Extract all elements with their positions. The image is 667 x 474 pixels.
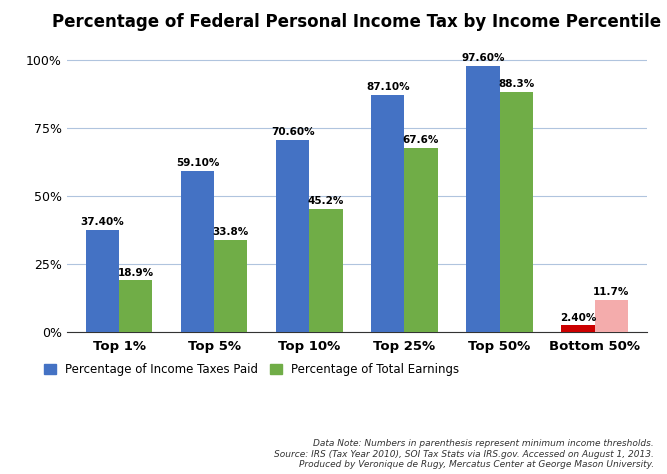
Bar <box>309 209 343 332</box>
Bar <box>181 171 214 332</box>
Bar <box>371 95 404 332</box>
Bar <box>86 230 119 332</box>
Bar <box>562 325 595 332</box>
Text: 70.60%: 70.60% <box>271 127 314 137</box>
Bar <box>214 240 247 332</box>
Bar <box>276 140 309 332</box>
Text: 2.40%: 2.40% <box>560 312 596 322</box>
Text: 11.7%: 11.7% <box>593 287 630 297</box>
Title: Percentage of Federal Personal Income Tax by Income Percentile: Percentage of Federal Personal Income Ta… <box>52 13 662 31</box>
Bar <box>404 148 438 332</box>
Legend: Percentage of Income Taxes Paid, Percentage of Total Earnings: Percentage of Income Taxes Paid, Percent… <box>39 358 464 381</box>
Text: Data Note: Numbers in parenthesis represent minimum income thresholds.
Source: I: Data Note: Numbers in parenthesis repres… <box>273 439 654 469</box>
Text: 88.3%: 88.3% <box>498 79 534 89</box>
Text: 18.9%: 18.9% <box>117 268 153 278</box>
Bar <box>595 300 628 332</box>
Text: 87.10%: 87.10% <box>366 82 410 92</box>
Text: 33.8%: 33.8% <box>213 227 249 237</box>
Bar <box>466 66 500 332</box>
Text: 67.6%: 67.6% <box>403 135 440 145</box>
Text: 97.60%: 97.60% <box>461 54 505 64</box>
Text: 59.10%: 59.10% <box>176 158 219 168</box>
Text: 45.2%: 45.2% <box>307 196 344 206</box>
Bar <box>119 281 152 332</box>
Bar <box>500 91 533 332</box>
Text: 37.40%: 37.40% <box>81 217 124 228</box>
